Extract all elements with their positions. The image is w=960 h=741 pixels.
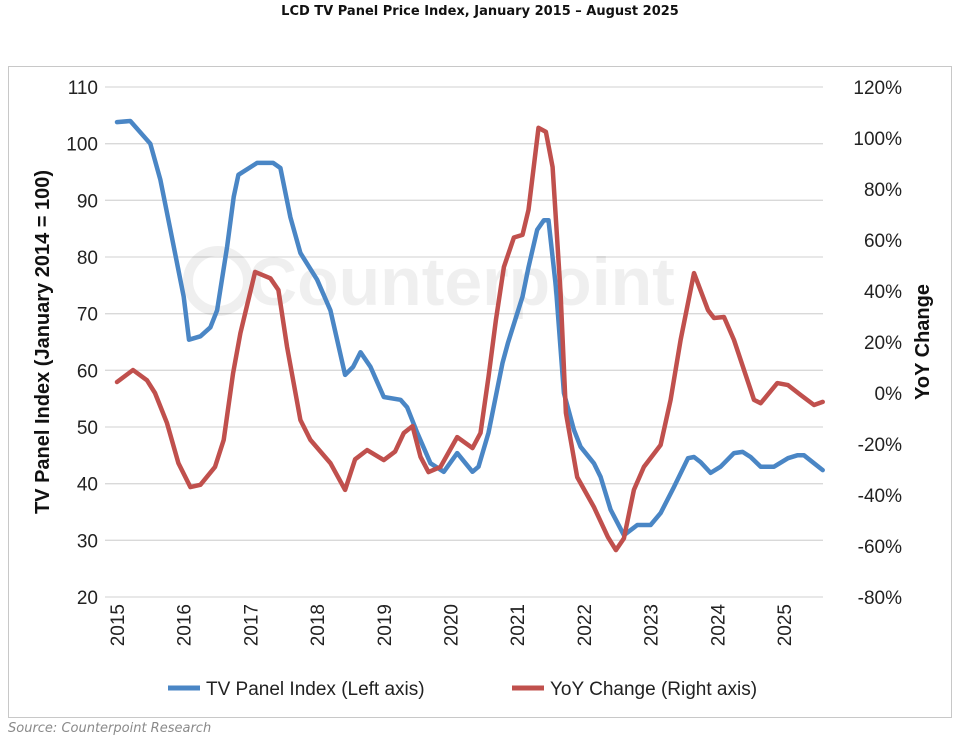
legend-label-yoy: YoY Change (Right axis) bbox=[550, 679, 757, 700]
y2-tick-label: -80% bbox=[858, 588, 902, 609]
y2-tick-label: -20% bbox=[858, 435, 902, 456]
x-tick-label: 2021 bbox=[508, 604, 529, 646]
x-tick-label: 2020 bbox=[442, 604, 463, 646]
y2-tick-label: 0% bbox=[875, 384, 903, 405]
y2-tick-label: -40% bbox=[858, 486, 902, 507]
y-tick-label: 80 bbox=[77, 248, 98, 269]
legend: TV Panel Index (Left axis) YoY Change (R… bbox=[168, 679, 757, 700]
y-tick-label: 70 bbox=[77, 305, 98, 326]
y-tick-label: 90 bbox=[77, 191, 98, 212]
y-tick-label: 110 bbox=[68, 78, 98, 99]
y2-tick-label: -60% bbox=[858, 537, 902, 558]
y-tick-label: 40 bbox=[77, 475, 98, 496]
y2-tick-label: 120% bbox=[853, 78, 902, 99]
y-tick-label: 100 bbox=[66, 135, 98, 156]
y2-axis-title: YoY Change bbox=[912, 284, 934, 400]
legend-label-index: TV Panel Index (Left axis) bbox=[206, 679, 425, 700]
y2-tick-label: 100% bbox=[853, 129, 902, 150]
y-tick-label: 50 bbox=[77, 418, 98, 439]
x-tick-label: 2016 bbox=[175, 604, 196, 646]
x-tick-label: 2022 bbox=[575, 604, 596, 646]
x-tick-label: 2024 bbox=[708, 604, 729, 647]
watermark-logo: Counterpoint bbox=[183, 244, 675, 320]
y2-tick-label: 40% bbox=[864, 282, 902, 303]
x-tick-label: 2018 bbox=[308, 604, 329, 646]
y-tick-label: 60 bbox=[77, 361, 98, 382]
y-axis-title: TV Panel Index (January 2014 = 100) bbox=[32, 170, 54, 514]
x-tick-label: 2025 bbox=[775, 604, 796, 646]
source-note: Source: Counterpoint Research bbox=[8, 721, 212, 736]
svg-text:Counterpoint: Counterpoint bbox=[248, 244, 675, 320]
y2-tick-label: 60% bbox=[864, 231, 902, 252]
y-tick-label: 30 bbox=[77, 531, 98, 552]
x-tick-label: 2017 bbox=[241, 604, 262, 646]
chart-title: LCD TV Panel Price Index, January 2015 –… bbox=[281, 4, 679, 19]
x-tick-label: 2015 bbox=[108, 604, 129, 646]
chart-frame bbox=[8, 66, 952, 718]
series-line-yoy-change bbox=[114, 125, 825, 553]
x-tick-label: 2019 bbox=[375, 604, 396, 646]
y-tick-label: 20 bbox=[77, 588, 98, 609]
series-line-tv-panel-index bbox=[114, 118, 825, 538]
y2-tick-label: 20% bbox=[864, 333, 902, 354]
y2-tick-label: 80% bbox=[864, 180, 902, 201]
x-tick-label: 2023 bbox=[642, 604, 663, 646]
